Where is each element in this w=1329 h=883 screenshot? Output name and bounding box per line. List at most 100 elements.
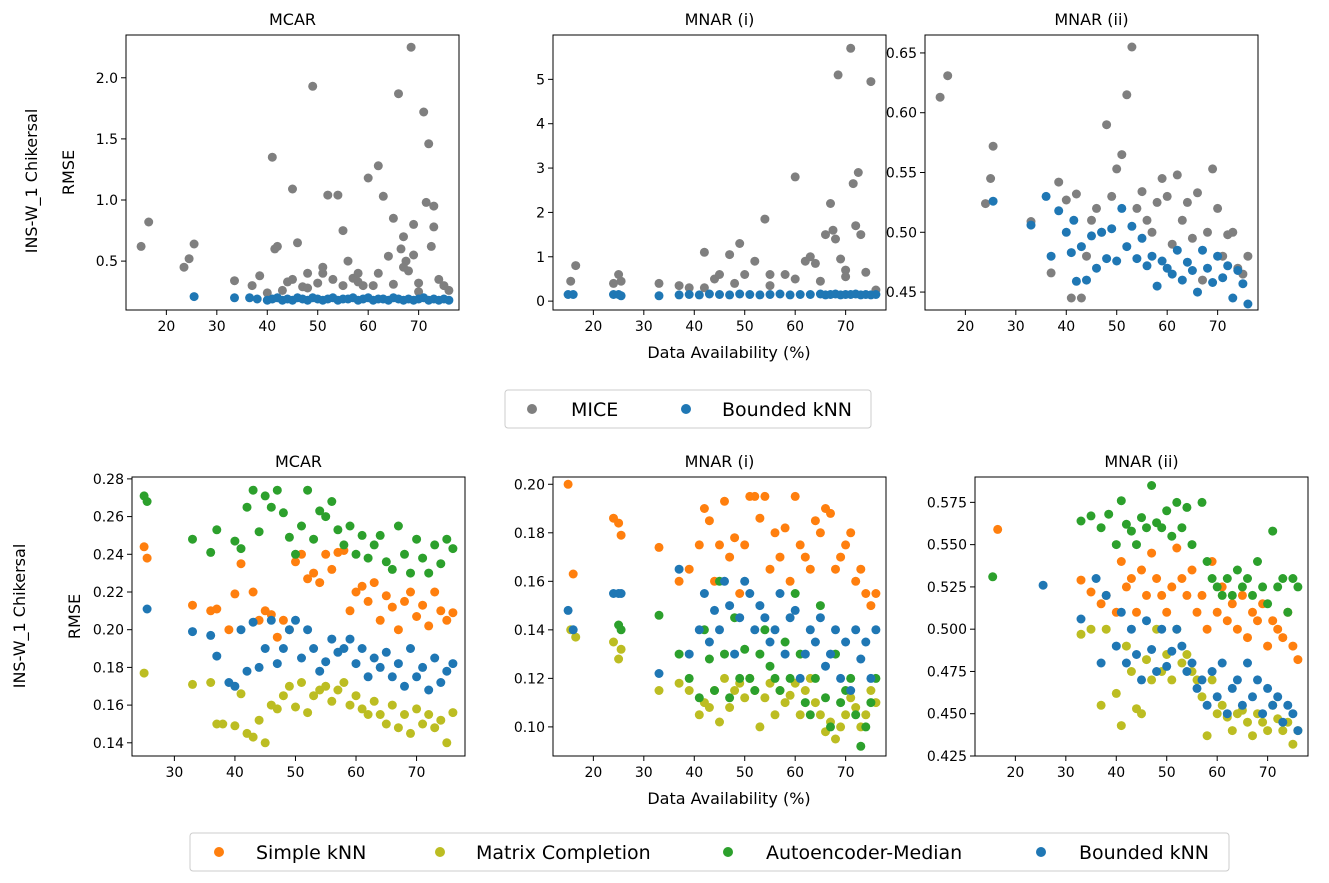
panel-3-point-autoencoder-median-18 [309,534,319,544]
panel-0-point-bounded-knn-2 [245,293,255,303]
panel-3-point-autoencoder-median-40 [442,534,452,544]
panel-5-point-bounded-knn-31 [1243,658,1252,668]
panel-4-point-matrix-completion-15 [730,686,740,695]
panel-5-point-simple-knn-23 [1202,624,1212,634]
panel-3-point-bounded-knn-31 [387,672,397,682]
panel-1-point-mice-22 [821,230,830,240]
panel-2-point-bounded-knn-1 [1026,220,1036,230]
panel-3-point-simple-knn-36 [418,600,428,610]
panel-3-point-bounded-knn-34 [406,644,415,653]
panel-3-point-autoencoder-median-38 [430,540,440,550]
legend-top: MICE Bounded kNN [504,389,872,429]
panel-4-point-autoencoder-median-38 [861,722,871,732]
panel-4-point-simple-knn-9 [699,504,709,513]
panel-5-point-simple-knn-21 [1192,607,1202,617]
panel-5-point-matrix-completion-33 [1258,717,1268,727]
panel-5-xtick-label-5: 70 [1259,765,1277,781]
panel-3-point-matrix-completion-31 [387,700,397,710]
panel-2-xtick-label-0: 20 [956,319,974,335]
panel-4-point-matrix-completion-41 [861,710,871,720]
panel-4-point-matrix-completion-2 [609,637,618,647]
panel-0-point-mice-2 [179,262,189,272]
panel-1-point-mice-42 [841,272,851,282]
panel-4-point-bounded-knn-29 [800,649,810,659]
panel-1-point-mice-25 [831,234,840,244]
panel-2-point-mice-41 [1228,227,1238,237]
panel-4-xtick-label-5: 70 [837,765,855,781]
panel-0-point-mice-0 [136,241,146,251]
panel-2-point-bounded-knn-25 [1157,256,1167,266]
panel-2-ytick-label-2: 0.55 [886,166,917,182]
panel-5-point-bounded-knn-34 [1258,709,1268,719]
panel-2-point-mice-36 [1203,227,1212,237]
panel-2-point-bounded-knn-23 [1147,251,1157,261]
panel-1-point-mice-12 [735,239,745,248]
panel-3-point-matrix-completion-13 [278,691,288,701]
panel-4-point-autoencoder-median-18 [760,625,770,635]
panel-4-point-autoencoder-median-13 [735,673,745,683]
panel-1-point-bounded-knn-12 [735,289,745,299]
panel-1-xtick-label-2: 40 [685,319,703,335]
panel-4-frame [552,476,887,757]
panel-5-point-simple-knn-13 [1152,574,1162,583]
panel-1-point-bounded-knn-11 [725,290,735,300]
panel-2-point-mice-22 [1132,203,1142,213]
panel-3-point-matrix-completion-36 [418,719,428,729]
panel-4-point-autoencoder-median-28 [810,673,820,683]
panel-4-point-bounded-knn-30 [805,625,815,635]
panel-1-point-bounded-knn-10 [715,290,724,299]
panel-2-point-mice-7 [1054,177,1064,187]
panel-4-point-bounded-knn-27 [790,605,800,615]
panel-0-point-mice-57 [388,213,398,223]
panel-3-xtick-label-2: 50 [287,765,305,781]
panel-5-point-bounded-knn-30 [1237,700,1247,710]
panel-3-point-matrix-completion-27 [363,710,373,719]
panel-5-point-autoencoder-median-14 [1157,523,1167,533]
panel-5-point-simple-knn-29 [1232,624,1242,634]
panel-0-point-mice-54 [338,281,348,291]
panel-5-point-bounded-knn-19 [1182,667,1192,676]
panel-3-point-matrix-completion-25 [351,691,361,701]
panel-1-ytick-label-4: 4 [536,117,545,133]
panel-4-point-bounded-knn-12 [715,625,724,635]
panel-4-point-bounded-knn-5 [654,669,664,678]
panel-3-point-matrix-completion-22 [333,685,343,695]
panel-0-frame [125,34,460,311]
legend-bottom: Simple kNN Matrix Completion Autoencoder… [189,832,1230,872]
panel-1-point-mice-16 [765,270,775,279]
panel-3-point-matrix-completion-18 [309,691,319,701]
legend-bottom-marker-matrix-completion [435,847,445,857]
panel-4-point-matrix-completion-6 [674,678,684,688]
panel-2-point-mice-23 [1137,187,1147,197]
top-xlabel: Data Availability (%) [647,343,810,362]
panel-5-point-bounded-knn-25 [1212,692,1222,702]
panel-4-point-simple-knn-41 [861,589,871,598]
panel-5-point-simple-knn-14 [1157,590,1167,600]
panel-3-point-bounded-knn-19 [315,666,325,676]
panel-5-point-bounded-knn-2 [1091,574,1101,583]
panel-4-point-autoencoder-median-22 [780,637,790,647]
panel-3-point-bounded-knn-16 [297,653,306,663]
panel-3-point-simple-knn-13 [278,615,288,625]
panel-5-point-bounded-knn-40 [1288,709,1298,719]
panel-1-point-mice-33 [856,230,866,240]
panel-2-point-bounded-knn-40 [1233,266,1243,275]
panel-5-point-simple-knn-32 [1248,607,1257,617]
panel-5-point-bounded-knn-41 [1293,726,1303,736]
panel-1-point-mice-6 [674,281,684,291]
panel-3-point-autoencoder-median-26 [357,530,367,540]
legend-bottom-marker-autoencoder-median [723,847,733,857]
panel-0-point-mice-53 [318,268,328,278]
panel-2-point-bounded-knn-7 [1069,215,1079,225]
panel-1-ytick-label-2: 2 [536,205,545,221]
panel-3-point-autoencoder-median-8 [248,485,258,495]
panel-3-point-simple-knn-35 [412,612,422,621]
panel-4-point-bounded-knn-1 [568,625,578,635]
panel-3-point-simple-knn-24 [345,606,355,616]
panel-5-point-autoencoder-median-30 [1243,574,1252,583]
panel-2-points [935,42,1253,309]
panel-0-point-mice-15 [293,238,302,248]
panel-3-point-simple-knn-7 [236,559,246,569]
panel-5-point-autoencoder-median-18 [1177,523,1187,533]
panel-2-point-bounded-knn-3 [1046,251,1056,261]
